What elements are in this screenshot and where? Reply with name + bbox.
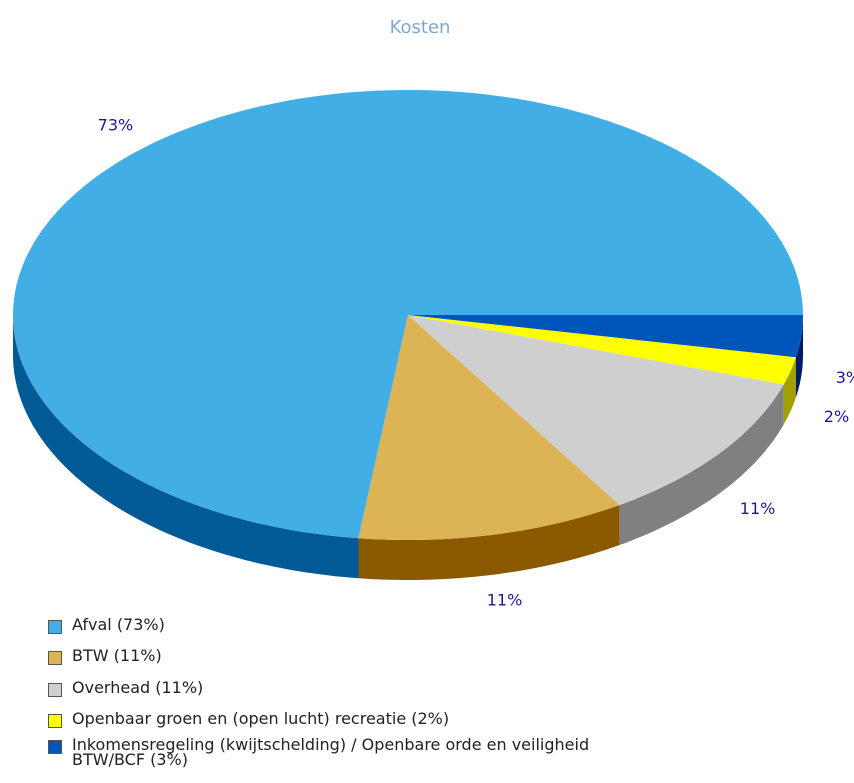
data-label: 2% bbox=[824, 407, 849, 426]
data-label: 3% bbox=[836, 368, 854, 387]
slice bbox=[358, 315, 620, 540]
legend-item: Afval (73%) bbox=[48, 617, 165, 634]
slice-side bbox=[796, 315, 803, 398]
chart-title: Kosten bbox=[390, 17, 451, 38]
legend-swatch bbox=[48, 683, 62, 697]
legend-swatch bbox=[48, 620, 62, 634]
legend-swatch bbox=[48, 714, 62, 728]
slice-side bbox=[783, 357, 796, 425]
legend-label: Overhead (11%) bbox=[72, 678, 204, 697]
data-label: 11% bbox=[740, 499, 776, 518]
slice bbox=[13, 90, 803, 539]
legend-swatch bbox=[48, 740, 62, 754]
legend-swatch bbox=[48, 651, 62, 665]
legend-label: Inkomensregeling (kwijtschelding) / Open… bbox=[72, 735, 590, 769]
legend-label: BTW (11%) bbox=[72, 646, 162, 665]
slice bbox=[408, 315, 784, 505]
legend-item: Openbaar groen en (open lucht) recreatie… bbox=[48, 711, 449, 728]
legend-item: BTW (11%) bbox=[48, 648, 162, 665]
slice bbox=[408, 315, 803, 358]
legend-label: Openbaar groen en (open lucht) recreatie… bbox=[72, 709, 450, 728]
slice bbox=[408, 315, 796, 385]
slice-side bbox=[358, 505, 620, 580]
data-label: 73% bbox=[98, 115, 134, 134]
legend-item: Overhead (11%) bbox=[48, 680, 203, 697]
legend-item: Inkomensregeling (kwijtschelding) / Open… bbox=[48, 735, 590, 769]
slice-side bbox=[13, 315, 359, 579]
slice-side bbox=[619, 384, 784, 545]
data-label: 11% bbox=[487, 590, 523, 609]
legend-label: Afval (73%) bbox=[72, 615, 165, 634]
